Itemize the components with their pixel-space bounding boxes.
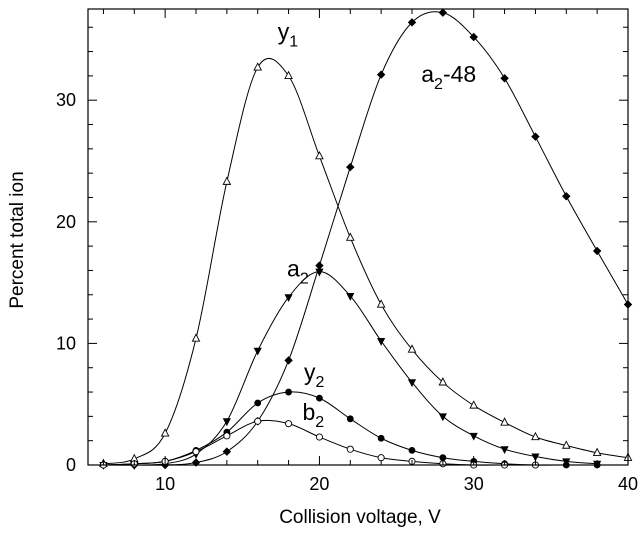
y-tick-label: 20 [56, 212, 76, 232]
data-point-b2 [285, 420, 293, 428]
y-axis-label: Percent total ion [7, 171, 28, 308]
data-point-y1 [376, 299, 386, 308]
series-label-a2: a2 [287, 256, 309, 288]
series-label-y1: y1 [278, 18, 299, 50]
data-point-a2 [500, 446, 509, 455]
data-point-a2-48 [500, 74, 509, 83]
x-tick-label: 30 [464, 474, 484, 494]
data-point-y2 [408, 447, 416, 454]
series-line-a2-48 [103, 11, 629, 466]
data-point-y1 [561, 440, 571, 449]
data-point-y2 [254, 399, 262, 407]
y-tick-label: 10 [56, 333, 76, 353]
data-point-a2-48 [315, 261, 324, 270]
data-point-y1 [253, 62, 263, 71]
data-point-a2-48 [376, 70, 386, 79]
data-point-a2-48 [592, 246, 602, 256]
data-point-b2 [315, 433, 323, 441]
data-point-b2 [346, 445, 354, 453]
plot-frame [87, 8, 629, 466]
data-point-a2 [407, 379, 417, 388]
data-point-a2 [438, 413, 447, 422]
data-point-a2 [253, 347, 262, 356]
data-point-y1 [315, 150, 324, 160]
data-point-a2-48 [562, 192, 571, 201]
data-point-a2-48 [284, 356, 293, 365]
markers [99, 8, 633, 470]
axes: 10 20 30 40 0 10 20 30 [56, 8, 638, 494]
data-point-y2 [285, 388, 292, 396]
data-point-a2 [377, 337, 386, 346]
data-point-b2 [254, 417, 262, 425]
series-label-b2: b2 [302, 399, 324, 431]
y-tick-label: 0 [66, 455, 76, 475]
data-point-y1 [592, 447, 602, 456]
series-label-y2: y2 [304, 359, 325, 391]
data-point-a2 [284, 294, 293, 303]
x-axis-label: Collision voltage, V [279, 507, 441, 528]
data-point-y1 [531, 431, 540, 441]
data-point-y2 [316, 394, 323, 402]
data-point-a2 [469, 432, 478, 441]
data-point-a2-48 [407, 18, 417, 27]
data-point-y2 [377, 434, 385, 442]
data-point-y1 [284, 70, 293, 80]
y-tick-label: 30 [56, 90, 76, 110]
data-point-b2 [192, 448, 200, 456]
data-point-y2 [346, 415, 354, 423]
data-point-y1 [407, 344, 417, 353]
data-point-y2 [439, 454, 447, 462]
data-point-y1 [469, 400, 479, 409]
data-point-a2 [222, 418, 231, 427]
data-point-y1 [191, 333, 201, 342]
annotations: y1 a2-48 a2 y2 b2 [278, 18, 476, 431]
x-tick-label: 20 [309, 474, 329, 494]
data-point-y1 [345, 232, 355, 241]
x-tick-label: 40 [618, 474, 638, 494]
data-point-b2 [377, 454, 385, 462]
data-point-a2-48 [222, 447, 232, 456]
series-label-a2-48: a2-48 [421, 61, 476, 93]
data-point-a2-48 [531, 132, 540, 141]
x-tick-label: 10 [155, 474, 175, 494]
data-point-y1 [500, 417, 509, 426]
data-point-y1 [438, 377, 448, 386]
data-point-y1 [222, 176, 232, 185]
data-point-a2 [346, 292, 355, 301]
curves [103, 11, 629, 466]
data-point-a2 [531, 453, 540, 462]
data-point-a2-48 [346, 162, 355, 172]
data-point-a2-48 [469, 32, 478, 42]
data-point-y1 [160, 428, 170, 437]
data-point-b2 [223, 432, 231, 440]
data-point-a2 [315, 268, 324, 277]
